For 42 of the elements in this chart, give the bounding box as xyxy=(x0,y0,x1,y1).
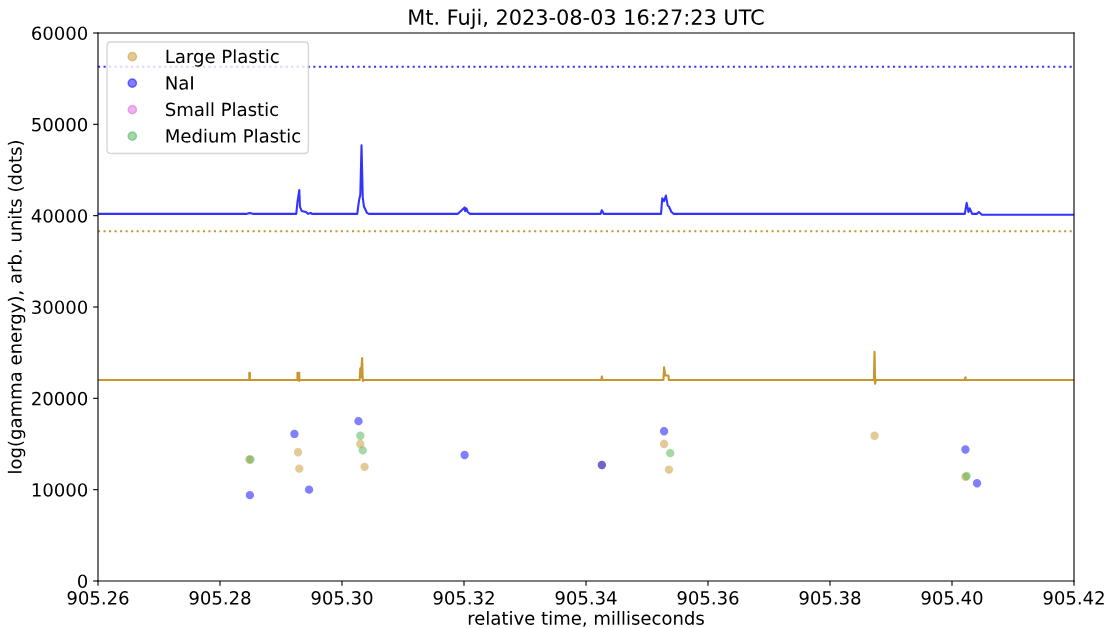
point xyxy=(356,431,365,440)
legend-label: Large Plastic xyxy=(166,49,279,67)
legend-label: Medium Plastic xyxy=(166,128,301,143)
y-tick-label: 50000 xyxy=(32,117,88,132)
x-tick-label: 905.28 xyxy=(189,591,251,605)
y-tick-label: 60000 xyxy=(32,26,88,41)
y-tick-label: 30000 xyxy=(32,300,88,315)
point xyxy=(293,448,303,457)
point xyxy=(961,445,970,454)
point xyxy=(659,427,669,436)
point xyxy=(290,429,299,439)
x-tick-label: 905.40 xyxy=(921,591,983,605)
point xyxy=(304,485,314,494)
point xyxy=(360,462,369,471)
chart-title: Mt. Fuji, 2023-08-03 16:27:23 UTC xyxy=(409,8,764,29)
point xyxy=(245,490,255,500)
x-tick-label: 905.30 xyxy=(311,591,373,605)
point xyxy=(460,450,469,460)
y-tick-label: 20000 xyxy=(32,391,88,406)
point xyxy=(354,417,363,426)
point xyxy=(664,465,674,474)
y-tick-label: 40000 xyxy=(31,209,88,223)
point xyxy=(870,431,879,440)
point xyxy=(659,439,669,449)
legend-label: NaI xyxy=(166,76,193,90)
line-series xyxy=(98,144,1074,216)
x-tick-label: 905.42 xyxy=(1043,591,1104,605)
x-tick-label: 905.38 xyxy=(799,591,861,605)
y-tick-label: 0 xyxy=(77,574,88,589)
legend-label: Small Plastic xyxy=(166,102,278,117)
x-tick-label: 905.36 xyxy=(677,591,739,605)
point xyxy=(972,479,982,488)
point xyxy=(666,448,675,458)
point xyxy=(358,446,367,455)
x-tick-label: 905.26 xyxy=(67,591,129,605)
y-axis-title: log(gamma energy), arb. units (dots) xyxy=(7,140,26,473)
x-tick-label: 905.34 xyxy=(555,591,617,605)
y-tick-label: 10000 xyxy=(32,483,88,497)
x-axis-title: relative time, milliseconds xyxy=(468,610,704,627)
point xyxy=(295,464,304,473)
line-series xyxy=(98,350,1074,385)
x-tick-label: 905.32 xyxy=(433,591,494,605)
